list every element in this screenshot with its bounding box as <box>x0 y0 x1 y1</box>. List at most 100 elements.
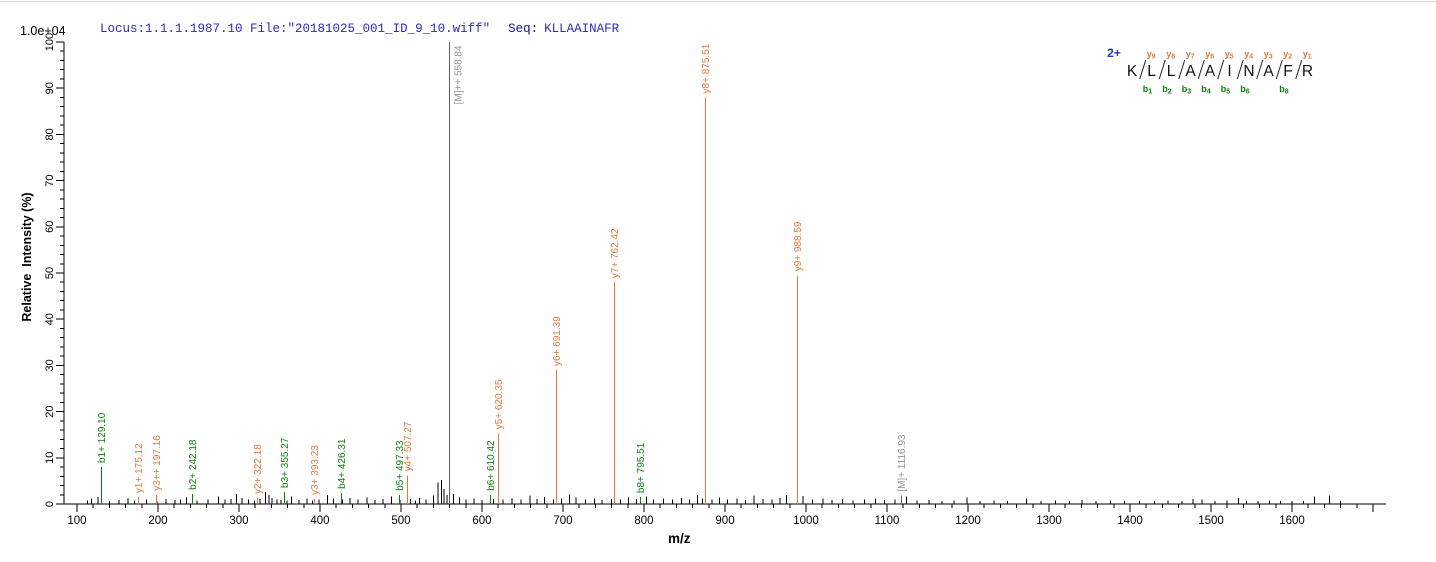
x-tick-label: 200 <box>148 515 167 527</box>
peak-y2+: y2+ 322.18 <box>253 444 264 504</box>
fragment-cleavage-slash <box>1139 59 1147 80</box>
x-tick-label: 600 <box>472 515 491 527</box>
y-ion-label: y1 <box>1303 49 1312 61</box>
peak-y5+: y5+ 620.35 <box>494 379 505 504</box>
peak-label: b8+ 795.51 <box>636 442 647 493</box>
x-tick-label: 1300 <box>1036 515 1062 527</box>
peak-label: y9+ 988.59 <box>793 221 804 271</box>
peak-[M]++: [M]++ 558.84 <box>449 42 465 504</box>
y-ion-label: y6 <box>1205 49 1214 61</box>
residue-letter: L <box>1167 63 1176 80</box>
precursor-charge-label: 2+ <box>1107 46 1121 60</box>
peak-y8+: y8+ 875.51 <box>701 43 712 504</box>
fragment-cleavage-slash <box>1178 59 1186 80</box>
y-tick-label: 0 <box>44 501 56 507</box>
fragment-cleavage-slash <box>1295 59 1303 80</box>
y-ion-label: y9 <box>1147 49 1156 61</box>
peak-b1+: b1+ 129.10 <box>97 412 108 504</box>
y-ion-label: y7 <box>1186 49 1195 61</box>
y-ion-label: y4 <box>1244 49 1253 61</box>
x-tick-label: 100 <box>67 515 86 527</box>
fragment-cleavage-slash <box>1236 59 1244 80</box>
peak-b3+: b3+ 355.27 <box>280 437 291 504</box>
peak-label: b1+ 129.10 <box>97 412 108 463</box>
peak-y3++: y3++ 197.16 <box>152 435 163 504</box>
x-axis-ticks: 100 200 300 400 500 600 700 800 900 1000 1100 1200 1… <box>67 504 1374 527</box>
x-tick-label: 800 <box>634 515 653 527</box>
y-ion-label: y3 <box>1264 49 1273 61</box>
x-tick-label: 400 <box>310 515 329 527</box>
axes <box>63 42 1386 505</box>
peak-y9+: y9+ 988.59 <box>793 221 804 504</box>
x-tick-label: 1100 <box>875 515 900 527</box>
y-tick-label: 80 <box>44 128 56 140</box>
y-axis-ticks: 0 10 20 30 40 50 60 70 80 90 100 <box>44 33 64 507</box>
x-tick-label: 1200 <box>955 515 981 527</box>
y-tick-label: 10 <box>44 452 56 464</box>
peak-label: b5+ 497.33 <box>395 440 406 491</box>
fragment-cleavage-slash <box>1256 59 1264 80</box>
x-tick-label: 1500 <box>1198 515 1224 527</box>
peak-b4+: b4+ 426.31 <box>337 438 348 504</box>
y-tick-label: 70 <box>44 174 56 186</box>
peak-label: y8+ 875.51 <box>701 43 712 93</box>
y-tick-label: 50 <box>44 267 56 279</box>
y-tick-label: 30 <box>44 359 56 371</box>
peak-y3+: y3+ 393.23 <box>310 445 321 504</box>
y-tick-label: 60 <box>44 221 56 233</box>
peak-label: y6+ 691.39 <box>552 316 563 366</box>
peak-label: [M]++ 558.84 <box>454 45 465 104</box>
residue-letter: F <box>1283 63 1292 80</box>
peak-y6+: y6+ 691.39 <box>552 316 563 504</box>
b-ion-label: b6 <box>1240 84 1250 96</box>
peak-label: b2+ 242.18 <box>188 439 199 490</box>
peak-b8+: b8+ 795.51 <box>636 442 647 504</box>
peak-label: y3+ 393.23 <box>310 445 321 495</box>
noise-peaks <box>86 479 1342 504</box>
window-top-border <box>0 1 1436 2</box>
peak-b5+: b5+ 497.33 <box>395 440 406 504</box>
seq-label: Seq: <box>508 22 539 36</box>
y-tick-label: 40 <box>44 313 56 325</box>
peak-y1+: y1+ 175.12 <box>134 443 145 504</box>
y-tick-label: 20 <box>44 405 56 417</box>
peak-label: y5+ 620.35 <box>494 379 505 429</box>
residue-letter: K <box>1127 63 1138 80</box>
peak-label: y4+ 507.27 <box>403 421 414 471</box>
peak-label: b3+ 355.27 <box>280 437 291 488</box>
peak-label: [M]+ 1116.93 <box>897 434 908 492</box>
x-tick-label: 1400 <box>1117 515 1143 527</box>
residue-letter: I <box>1227 63 1231 80</box>
y-tick-label: 90 <box>44 82 56 94</box>
peak-b6+: b6+ 610.42 <box>486 440 497 504</box>
b-ion-label: b1 <box>1143 84 1153 96</box>
x-tick-label: 1600 <box>1279 515 1305 527</box>
residue-letter: A <box>1263 63 1274 80</box>
residue-letter: A <box>1185 63 1196 80</box>
peak-label: y1+ 175.12 <box>134 443 145 493</box>
y-ion-label: y5 <box>1225 49 1234 61</box>
x-tick-label: 700 <box>553 515 572 527</box>
residue-letter: L <box>1147 63 1156 80</box>
spectrum-header: Locus:1.1.1.1987.10 File:"20181025_001_I… <box>70 8 619 50</box>
x-tick-label: 300 <box>229 515 248 527</box>
locus-file-text: Locus:1.1.1.1987.10 File:"20181025_001_I… <box>100 22 491 36</box>
peak-label: b4+ 426.31 <box>337 438 348 489</box>
b-ion-label: b4 <box>1201 84 1211 96</box>
y-tick-label: 100 <box>44 33 56 51</box>
peak-label: y7+ 762.42 <box>610 228 621 278</box>
annotated-peaks: b1+ 129.10 y1+ 175.12 y3++ 197.16 b2+ 242.1… <box>97 42 908 504</box>
fragment-cleavage-slash <box>1158 59 1166 80</box>
peak-label: y2+ 322.18 <box>253 444 264 494</box>
peak-y4+: y4+ 507.27 <box>403 421 414 504</box>
fragment-cleavage-slash <box>1217 59 1225 80</box>
b-ion-label: b2 <box>1162 84 1172 96</box>
y-ion-label: y8 <box>1166 49 1175 61</box>
b-ion-label: b5 <box>1221 84 1231 96</box>
b-ion-label: b8 <box>1279 84 1289 96</box>
y-ion-label: y2 <box>1283 49 1292 61</box>
residue-letter: A <box>1205 63 1216 80</box>
x-tick-label: 900 <box>715 515 734 527</box>
header-sequence: KLLAAINAFR <box>544 22 620 36</box>
